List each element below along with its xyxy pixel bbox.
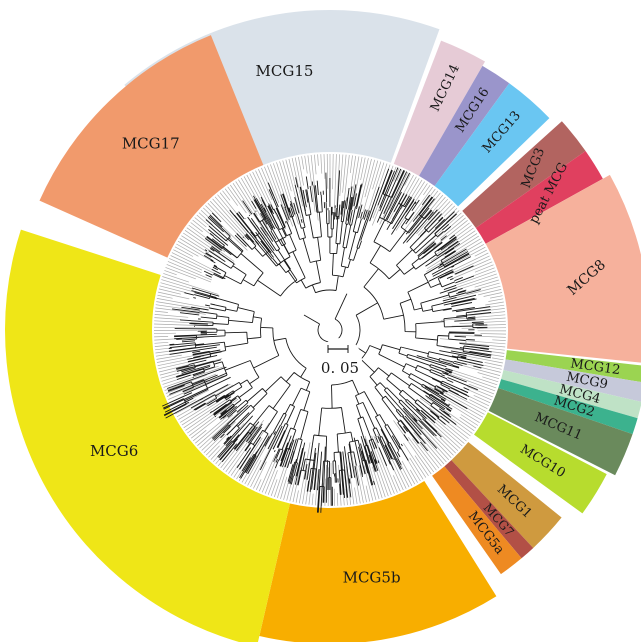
clade-label-mcg15: MCG15 xyxy=(256,62,314,80)
tree-branches xyxy=(162,168,492,513)
branch-lines xyxy=(162,168,492,513)
clade-label-mcg5b: MCG5b xyxy=(343,569,401,587)
clade-sector-mcg6 xyxy=(5,230,290,642)
clade-label-mcg17: MCG17 xyxy=(122,134,180,152)
clade-sectors xyxy=(5,10,641,642)
clade-label-mcg6: MCG6 xyxy=(90,442,138,460)
scale-bar-label: 0. 05 xyxy=(321,359,359,377)
